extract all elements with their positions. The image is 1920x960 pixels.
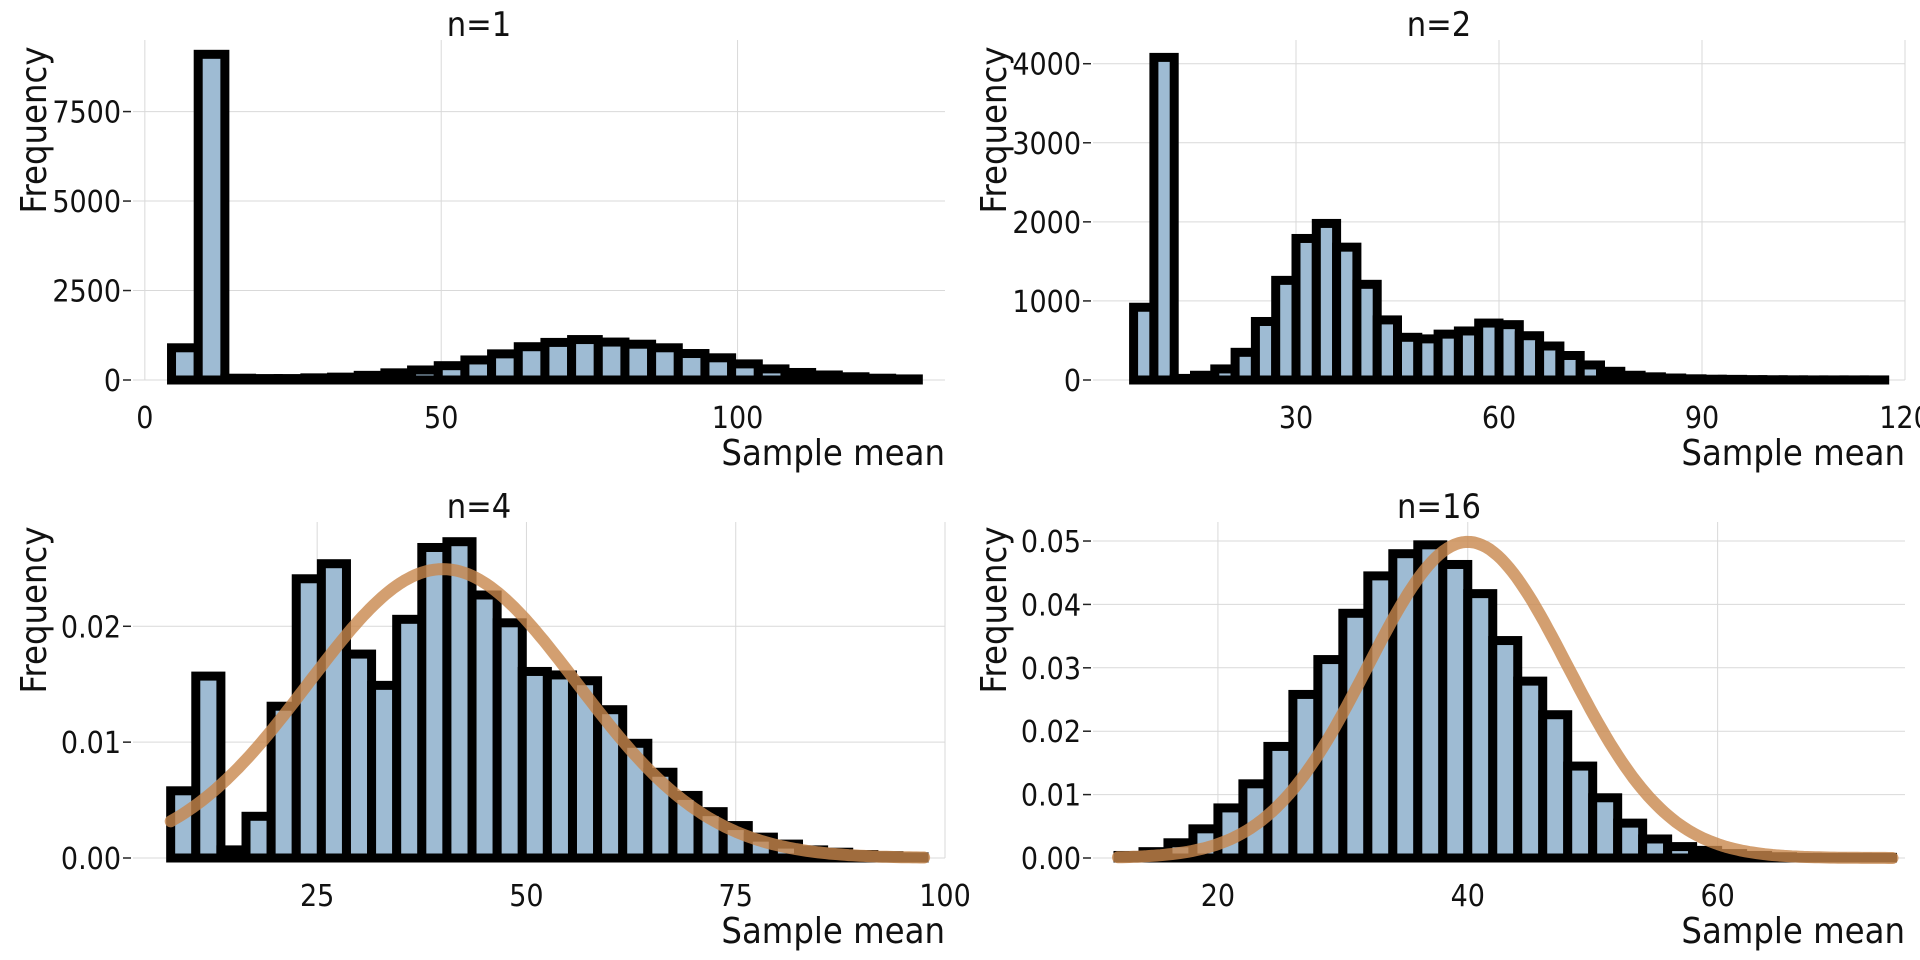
x-tick-label: 50 <box>509 879 543 914</box>
y-tick-label: 4000 <box>1012 48 1081 83</box>
x-tick-label: 90 <box>1685 401 1719 436</box>
y-tick-label: 0.00 <box>61 842 121 877</box>
x-tick-label: 20 <box>1201 879 1235 914</box>
panel-title: n=1 <box>447 5 511 45</box>
y-tick-label: 0.03 <box>1021 652 1081 687</box>
x-tick-label: 100 <box>919 879 971 914</box>
x-tick-label: 60 <box>1700 879 1734 914</box>
x-tick-label: 25 <box>300 879 334 914</box>
panel-4: 20 40 60 0.00 0.01 0.02 0.03 0.04 0.05 n=16 Sample… <box>974 487 1905 952</box>
y-tick-label: 3000 <box>1012 127 1081 162</box>
x-axis-label: Sample mean <box>721 911 945 952</box>
x-tick-label: 40 <box>1451 879 1485 914</box>
panel-1: 0 50 100 0 2500 5000 7500 n=1 Sample mean Frequen… <box>14 5 945 474</box>
y-axis-label: Frequency <box>14 527 55 694</box>
histogram-bar <box>193 49 230 385</box>
normal-density-curve <box>1112 535 1899 864</box>
x-axis-label: Sample mean <box>1681 911 1905 952</box>
x-axis-label: Sample mean <box>721 433 945 474</box>
histogram-bar <box>191 671 226 863</box>
y-tick-label: 0.05 <box>1021 525 1081 560</box>
y-axis-label: Frequency <box>974 47 1015 214</box>
y-tick-label: 1000 <box>1012 285 1081 320</box>
normal-density-curve <box>164 563 931 864</box>
y-tick-label: 0.04 <box>1021 588 1081 623</box>
y-axis-label: Frequency <box>974 527 1015 694</box>
x-axis-label: Sample mean <box>1681 433 1905 474</box>
panel-title: n=4 <box>447 487 511 527</box>
panel-3: 25 50 75 100 0.00 0.01 0.02 n=4 Sample mean Frequ… <box>14 487 971 952</box>
y-tick-label: 0 <box>104 364 121 399</box>
y-tick-label: 0.02 <box>61 610 121 645</box>
y-tick-label: 2500 <box>52 275 121 310</box>
y-tick-label: 2000 <box>1012 206 1081 241</box>
histogram-bar <box>1149 52 1179 385</box>
y-tick-label: 0.01 <box>61 726 121 761</box>
x-tick-label: 50 <box>424 401 458 436</box>
panel-2: 30 60 90 120 0 1000 2000 3000 4000 n=2 Sample mean… <box>974 5 1920 474</box>
histogram-bar <box>887 374 923 385</box>
x-tick-label: 0 <box>136 401 153 436</box>
x-tick-label: 30 <box>1279 401 1313 436</box>
x-tick-label: 100 <box>712 401 764 436</box>
x-tick-label: 120 <box>1879 401 1920 436</box>
y-tick-label: 0.02 <box>1021 715 1081 750</box>
y-tick-label: 5000 <box>52 185 121 220</box>
y-tick-label: 0.00 <box>1021 842 1081 877</box>
x-tick-label: 60 <box>1482 401 1516 436</box>
y-axis-label: Frequency <box>14 47 55 214</box>
y-tick-label: 7500 <box>52 96 121 131</box>
y-tick-label: 0 <box>1064 364 1081 399</box>
x-tick-label: 75 <box>719 879 753 914</box>
y-tick-label: 0.01 <box>1021 779 1081 814</box>
panel-title: n=2 <box>1407 5 1471 45</box>
panel-title: n=16 <box>1397 487 1481 527</box>
